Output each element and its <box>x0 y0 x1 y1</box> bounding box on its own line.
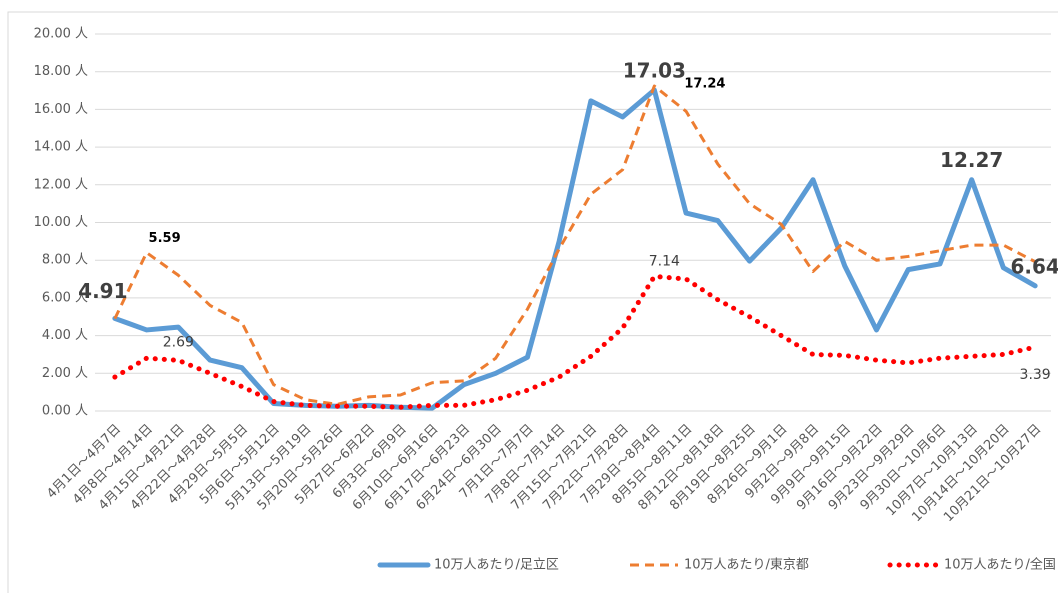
y-tick-label: 10.00 人 <box>34 215 88 230</box>
data-label: 6.64 <box>1010 254 1058 278</box>
y-tick-label: 18.00 人 <box>34 64 88 79</box>
data-label: 12.27 <box>940 148 1003 172</box>
annotation: 5.59 <box>149 231 181 246</box>
data-label: 17.24 <box>684 77 725 92</box>
series-line <box>112 87 1038 411</box>
y-tick-label: 20.00 人 <box>34 27 88 42</box>
y-tick-label: 12.00 人 <box>34 177 88 192</box>
legend-label: 10万人あたり/全国 <box>944 557 1056 573</box>
data-label: 2.69 <box>163 334 194 350</box>
y-tick-label: 6.00 人 <box>42 290 88 305</box>
y-tick-label: 16.00 人 <box>34 102 88 117</box>
y-tick-label: 8.00 人 <box>42 253 88 268</box>
y-tick-label: 4.00 人 <box>42 328 88 343</box>
legend: 10万人あたり/足立区 10万人あたり/東京都 10万人あたり/全国 <box>377 557 1056 573</box>
chart-frame <box>7 11 1058 593</box>
data-label: 7.14 <box>649 253 680 269</box>
data-label: 3.39 <box>1020 367 1051 383</box>
y-tick-label: 2.00 人 <box>42 366 88 381</box>
data-label: 4.91 <box>78 279 127 303</box>
series-line <box>112 273 1038 410</box>
y-tick-label: 0.00 人 <box>42 404 88 419</box>
data-label: 17.03 <box>623 58 686 82</box>
legend-label: 10万人あたり/東京都 <box>684 557 809 573</box>
legend-label: 10万人あたり/足立区 <box>434 558 559 573</box>
y-tick-label: 14.00 人 <box>34 140 88 155</box>
